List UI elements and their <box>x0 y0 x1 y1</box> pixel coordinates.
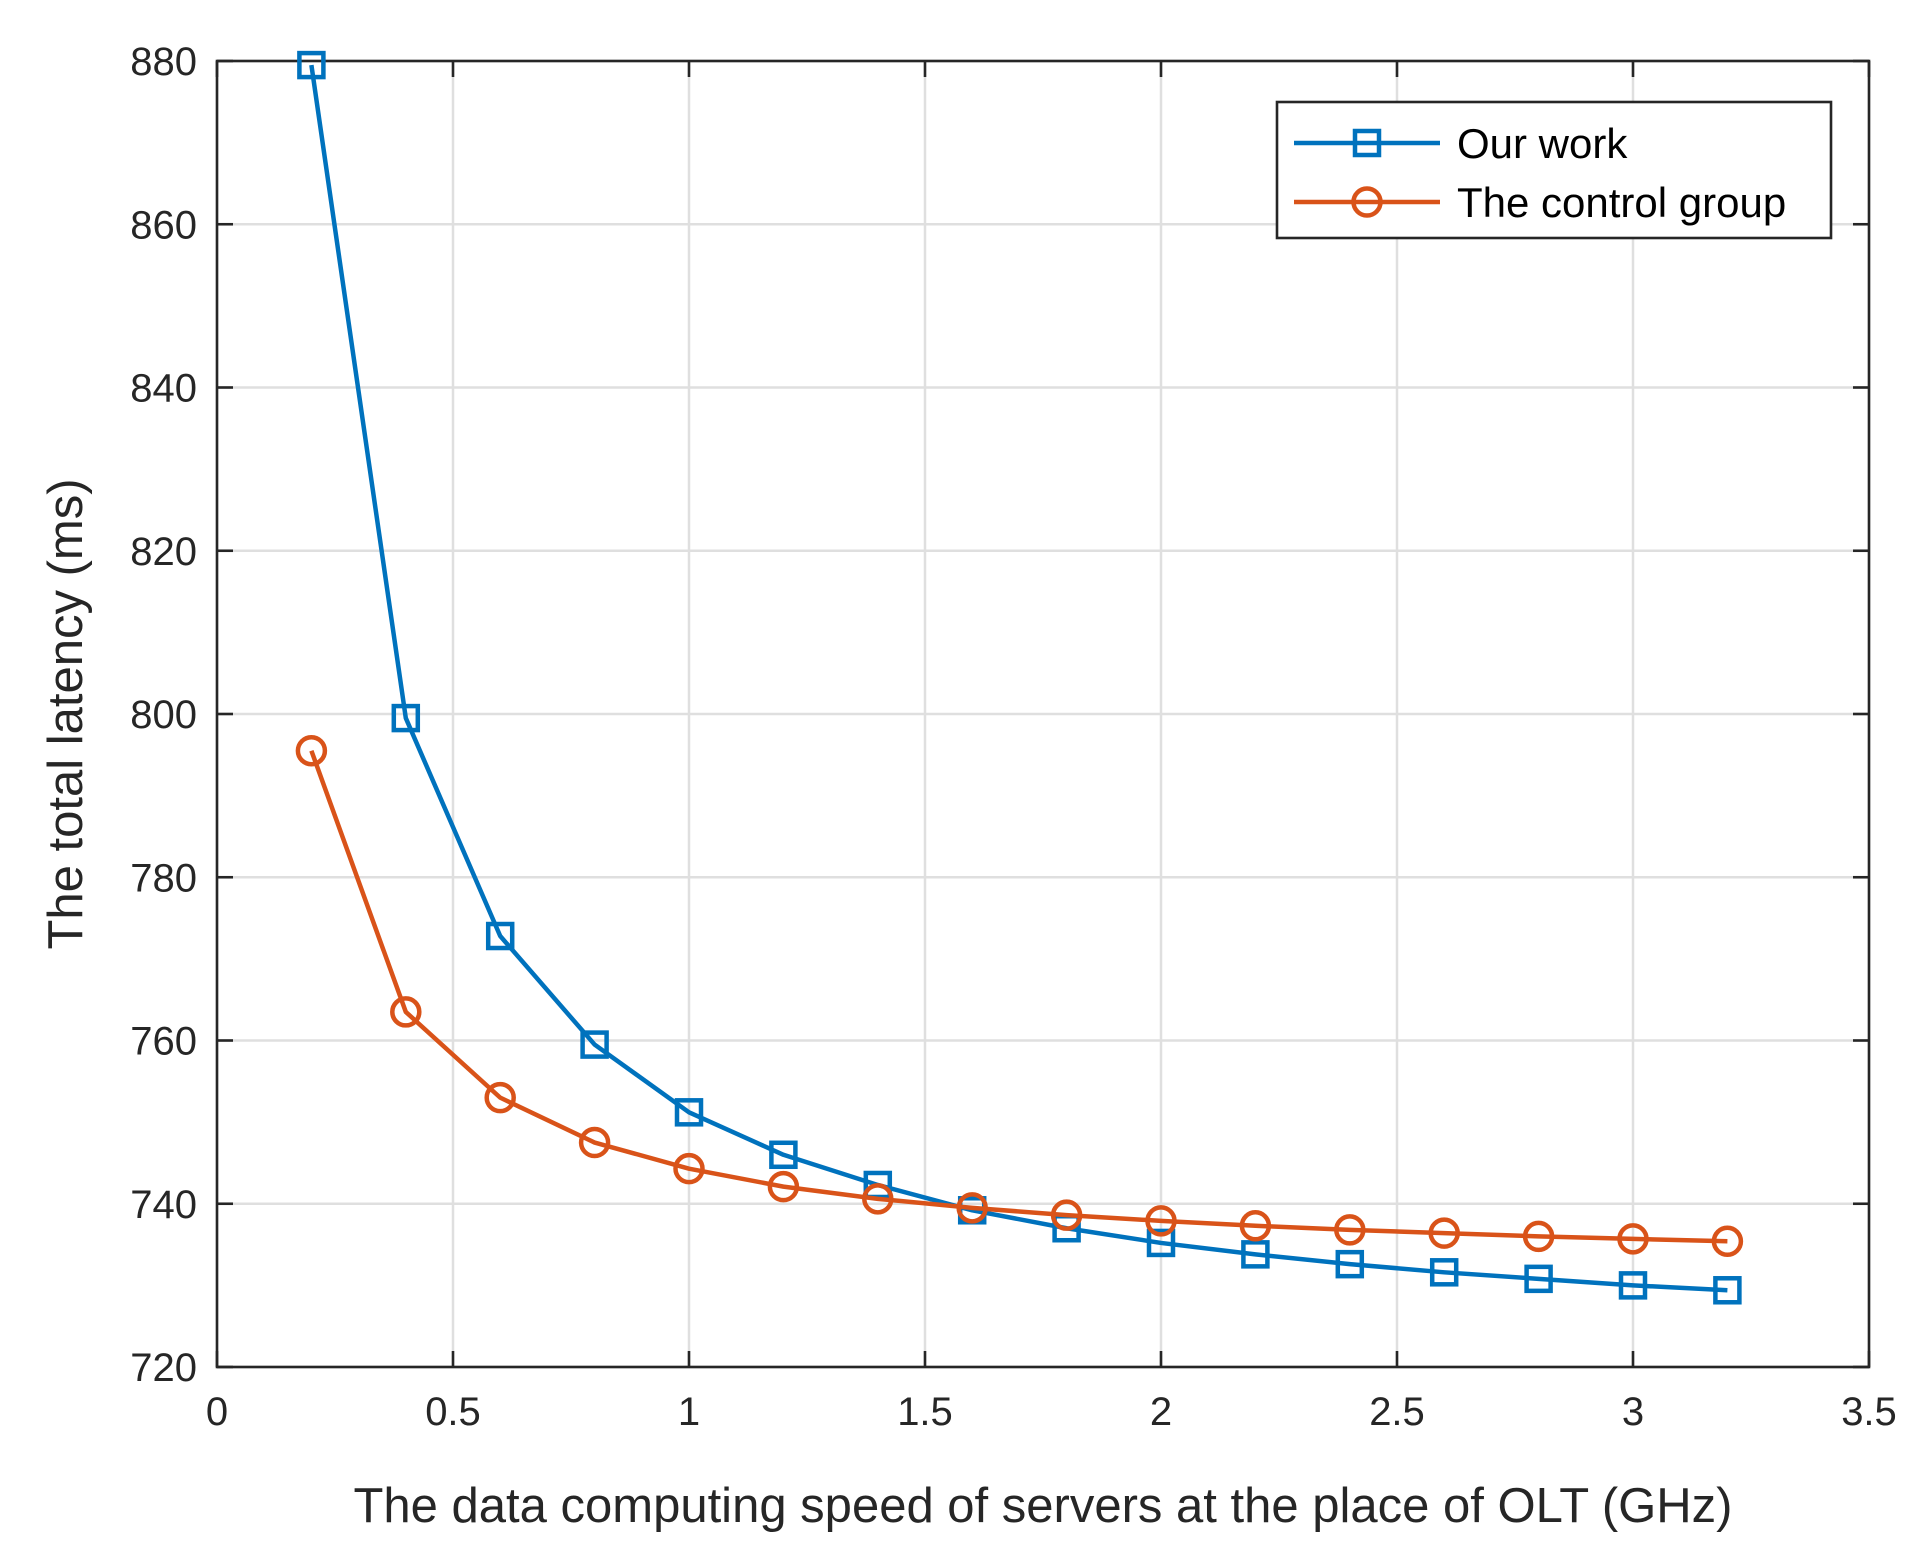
data-point-marker <box>1429 1258 1459 1287</box>
data-point-marker <box>862 1183 894 1215</box>
legend-square-marker <box>1352 128 1382 158</box>
y-tick-label: 720 <box>130 1346 197 1390</box>
data-point-marker <box>673 1152 705 1185</box>
data-point-marker <box>1522 1220 1555 1253</box>
data-point-marker <box>1713 1276 1742 1305</box>
x-tick-label: 0.5 <box>425 1390 481 1434</box>
x-tick-label: 3.5 <box>1841 1390 1897 1434</box>
data-point-marker <box>391 703 421 733</box>
x-tick-label: 2 <box>1150 1390 1172 1434</box>
data-point-marker <box>1711 1225 1744 1258</box>
data-point-marker <box>1050 1199 1083 1231</box>
data-point-marker <box>578 1126 611 1159</box>
ticks: 0 0.5 1 1.5 2 2.5 3 3.5 720 740 760 780 800 820 840 860… <box>130 40 1897 1434</box>
data-point-marker <box>1239 1210 1272 1242</box>
legend-circle-marker <box>1351 186 1383 218</box>
data-point-marker <box>1335 1249 1365 1279</box>
x-axis-label: The data computing speed of servers at t… <box>353 1479 1732 1533</box>
y-tick-label: 760 <box>130 1020 197 1064</box>
data-point-marker <box>1146 1228 1176 1258</box>
data-point-marker <box>1618 1271 1648 1300</box>
data-point-marker <box>1617 1223 1649 1255</box>
y-tick-label: 860 <box>130 203 197 247</box>
series-our-work <box>297 50 1742 1305</box>
data-point-marker <box>769 1140 798 1170</box>
data-point-marker <box>297 50 326 80</box>
y-tick-label: 840 <box>130 367 197 411</box>
data-point-marker <box>485 921 515 951</box>
series-control-group <box>295 734 1744 1258</box>
legend-label: Our work <box>1457 120 1628 167</box>
y-tick-label: 880 <box>130 40 197 84</box>
series-line <box>309 64 1728 1293</box>
data-point-marker <box>484 1081 516 1114</box>
x-tick-label: 3 <box>1622 1390 1644 1434</box>
x-tick-label: 0 <box>206 1390 228 1434</box>
y-tick-label: 780 <box>130 856 197 900</box>
series-line <box>309 749 1728 1244</box>
legend: Our work The control group <box>1275 100 1833 240</box>
legend-label: The control group <box>1457 179 1786 226</box>
x-tick-label: 2.5 <box>1369 1390 1425 1434</box>
data-point-marker <box>1428 1217 1460 1249</box>
data-point-marker <box>1241 1240 1270 1269</box>
data-point-marker <box>390 996 422 1028</box>
data-point-marker <box>956 1192 988 1224</box>
y-tick-label: 740 <box>130 1183 197 1227</box>
data-point-marker <box>674 1098 704 1127</box>
series-layer <box>295 50 1744 1305</box>
data-point-marker <box>767 1170 800 1203</box>
data-point-marker <box>1334 1214 1366 1246</box>
data-point-marker <box>1524 1264 1553 1294</box>
y-tick-label: 820 <box>130 530 197 574</box>
data-point-marker <box>580 1030 609 1059</box>
data-point-marker <box>1145 1205 1177 1237</box>
y-axis-label: The total latency (ms) <box>39 478 93 949</box>
data-point-marker <box>295 734 328 767</box>
x-tick-label: 1.5 <box>897 1390 953 1434</box>
y-tick-label: 800 <box>130 693 197 737</box>
x-tick-label: 1 <box>678 1390 700 1434</box>
